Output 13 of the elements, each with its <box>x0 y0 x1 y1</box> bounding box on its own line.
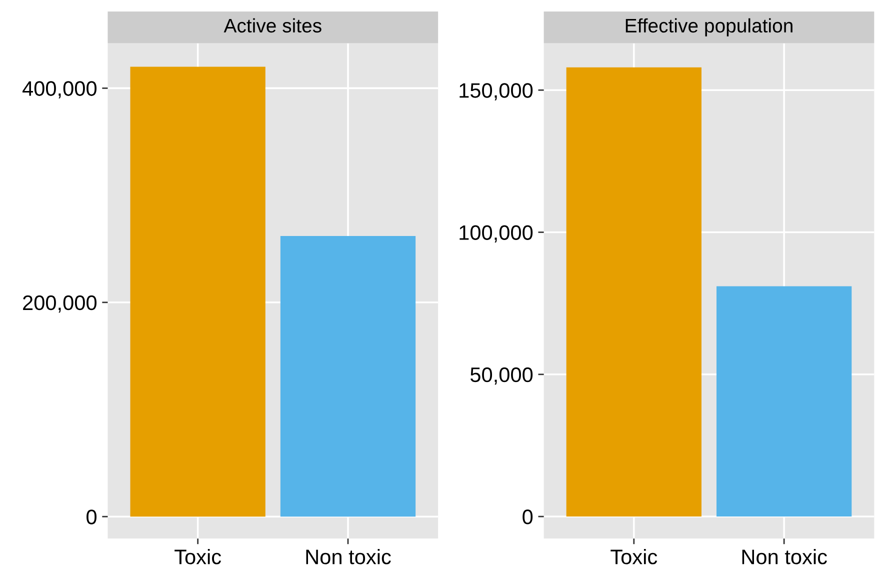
x-tick-label: Toxic <box>174 548 222 564</box>
y-tick-label: 200,000 <box>23 295 96 313</box>
chart-title: Active sites <box>224 18 322 33</box>
x-tick-label: Toxic <box>610 548 658 564</box>
y-tick-label: 50,000 <box>470 367 533 385</box>
y-tick-label: 100,000 <box>460 225 533 242</box>
x-tick-label: Non toxic <box>306 548 391 564</box>
y-tick-label: 0 <box>86 510 96 524</box>
y-tick-label: 150,000 <box>460 83 533 100</box>
y-tick-label: 0 <box>522 510 533 524</box>
x-tick-label: Non toxic <box>742 548 827 564</box>
y-tick-label: 400,000 <box>22 81 96 98</box>
chart-title: Effective population <box>626 18 792 36</box>
